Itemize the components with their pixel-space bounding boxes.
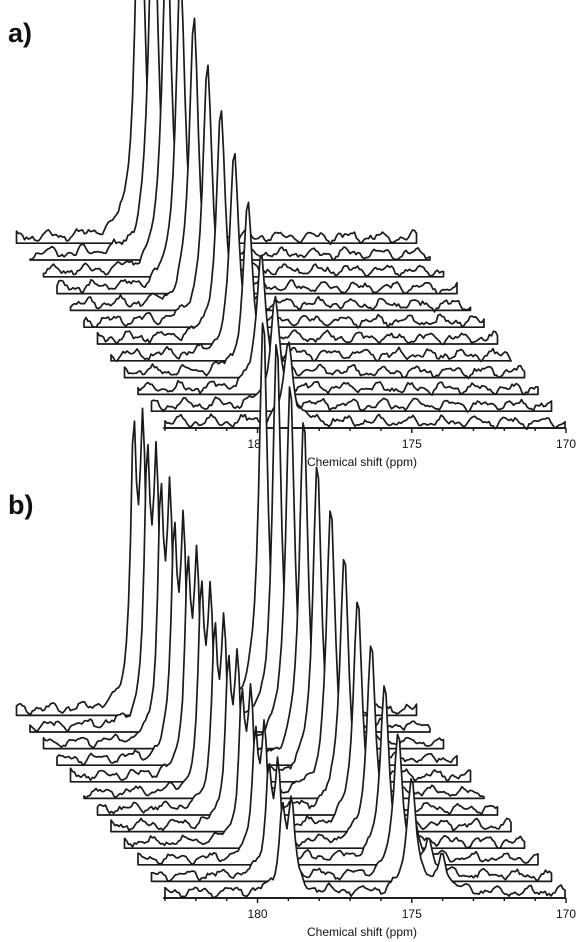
x-tick-label-170: 170	[556, 437, 576, 451]
panel-a: a) 180 175 170 Chemical shift (ppm)	[8, 0, 576, 469]
panel-b-label: b)	[8, 490, 33, 520]
panel-b-traces	[15, 322, 566, 899]
panel-b-x-axis-title: Chemical shift (ppm)	[307, 925, 417, 939]
x-tick-label-170: 170	[556, 907, 576, 921]
spectrum-trace-5	[110, 152, 512, 363]
x-tick-label-175: 175	[402, 907, 422, 921]
spectrum-trace-3	[137, 685, 539, 866]
panel-b: b) 180 175 170 Chemical shift (ppm)	[8, 322, 576, 939]
panel-a-traces	[15, 0, 566, 431]
panel-a-label: a)	[8, 18, 32, 48]
panel-a-x-axis-title: Chemical shift (ppm)	[307, 455, 417, 469]
x-tick-label-175: 175	[402, 437, 422, 451]
spectrum-trace-2	[150, 295, 553, 413]
spectrum-trace-1	[164, 341, 566, 431]
spectrum-trace-7	[83, 64, 485, 329]
spectrum-trace-4	[123, 201, 526, 380]
panel-a-x-ticks: 180 175 170	[164, 428, 576, 451]
spectrum-trace-5	[110, 601, 512, 833]
x-tick-label-180: 180	[248, 907, 268, 921]
spectrum-trace-2	[150, 733, 553, 883]
spectrum-trace-6	[96, 558, 499, 816]
spectrum-trace-6	[96, 110, 499, 346]
panel-b-x-ticks: 180 175 170	[164, 898, 576, 921]
spectrum-trace-8	[69, 17, 472, 313]
spectrum-trace-3	[137, 254, 539, 396]
spectrum-trace-8	[69, 466, 472, 783]
spectrum-trace-1	[164, 778, 566, 899]
spectrum-trace-4	[123, 645, 526, 850]
spectrum-trace-7	[83, 510, 485, 800]
